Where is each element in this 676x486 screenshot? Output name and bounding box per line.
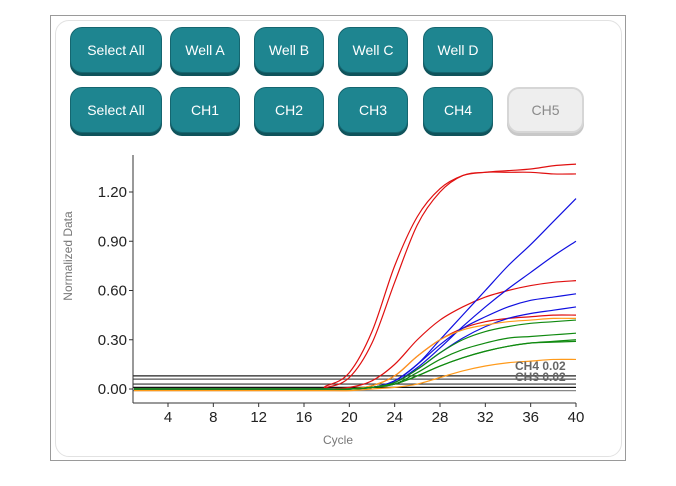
x-tick-label: 12 — [250, 409, 267, 426]
amplification-curve — [133, 163, 577, 390]
threshold-label: CH3 0.02 — [515, 370, 566, 384]
x-tick-label: 32 — [477, 409, 494, 426]
y-tick-label: 0.90 — [98, 233, 127, 250]
y-tick-label: 0.30 — [98, 332, 127, 349]
x-tick-label: 20 — [341, 409, 358, 426]
amplification-curve — [133, 171, 577, 390]
well-well-b-button[interactable]: Well B — [254, 27, 324, 73]
x-tick-label: 36 — [522, 409, 539, 426]
channel-ch1-button[interactable]: CH1 — [170, 87, 240, 133]
x-tick-label: 40 — [568, 409, 585, 426]
chart-card — [55, 20, 622, 457]
well-well-a-button[interactable]: Well A — [170, 27, 240, 73]
amplification-curve — [134, 358, 577, 392]
y-axis-label: Normalized Data — [61, 211, 75, 301]
x-tick-label: 16 — [296, 409, 313, 426]
x-axis-label: Cycle — [323, 433, 353, 447]
threshold-label: CH4 0.02 — [515, 359, 566, 373]
outer-frame — [50, 15, 626, 461]
x-tick-label: 8 — [209, 409, 217, 426]
y-tick-label: 0.60 — [98, 283, 127, 300]
amplification-curve — [134, 340, 577, 390]
y-tick-label: 1.20 — [98, 184, 127, 201]
channel-ch2-button[interactable]: CH2 — [254, 87, 324, 133]
amplification-curve — [134, 198, 577, 390]
well-select-all-button[interactable]: Select All — [70, 27, 162, 73]
channel-ch3-button[interactable]: CH3 — [338, 87, 408, 133]
amplification-curve — [134, 306, 577, 390]
amplification-curve — [134, 332, 577, 390]
x-tick-label: 28 — [432, 409, 449, 426]
x-tick-label: 4 — [164, 409, 172, 426]
well-well-c-button[interactable]: Well C — [338, 27, 408, 73]
channel-select-all-button[interactable]: Select All — [70, 87, 162, 133]
channel-ch4-button[interactable]: CH4 — [423, 87, 493, 133]
amplification-curve — [134, 280, 577, 390]
amplification-curve — [134, 293, 577, 390]
x-tick-label: 24 — [386, 409, 403, 426]
well-well-d-button[interactable]: Well D — [423, 27, 493, 73]
y-tick-label: 0.00 — [98, 381, 127, 398]
channel-ch5-button[interactable]: CH5 — [507, 87, 584, 133]
